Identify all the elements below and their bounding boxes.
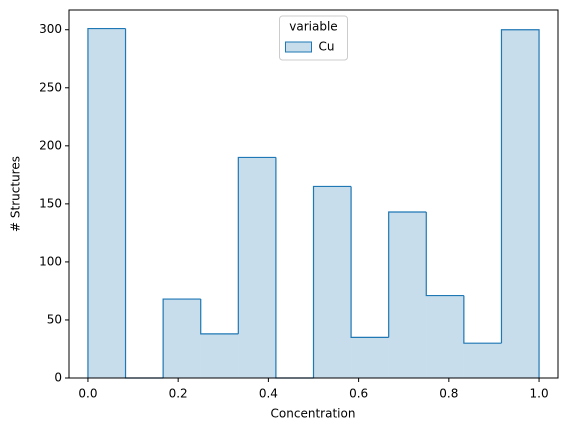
bar xyxy=(388,211,427,378)
bar xyxy=(87,28,126,379)
y-tick-label: 150 xyxy=(39,196,62,210)
bar xyxy=(501,29,540,378)
bar-edge xyxy=(275,157,314,379)
x-tick-label: 0.4 xyxy=(259,387,278,401)
bar-edge xyxy=(237,156,276,334)
bar xyxy=(163,299,201,378)
bar xyxy=(426,295,464,378)
legend-label: Cu xyxy=(319,40,335,54)
y-axis-label: # Structures xyxy=(9,156,23,232)
y-tick-label: 50 xyxy=(47,312,62,326)
x-tick-label: 0.0 xyxy=(78,387,97,401)
bar xyxy=(351,337,389,378)
x-tick-label: 1.0 xyxy=(530,387,549,401)
y-tick-label: 100 xyxy=(39,254,62,268)
bar xyxy=(238,157,276,378)
x-axis-label: Concentration xyxy=(271,407,356,421)
legend-swatch xyxy=(285,41,312,53)
bar-edge xyxy=(124,28,164,379)
bar-edge xyxy=(350,186,389,338)
bar-edge xyxy=(87,27,126,378)
bar-edge xyxy=(463,295,502,344)
bar xyxy=(200,333,239,378)
legend-title: variable xyxy=(289,20,337,34)
bar xyxy=(463,343,502,378)
legend-box xyxy=(279,15,348,61)
bar-edge xyxy=(162,298,201,378)
x-tick-label: 0.6 xyxy=(349,387,368,401)
bar-edge xyxy=(500,29,540,378)
y-tick-label: 200 xyxy=(39,138,62,152)
bar-edge xyxy=(200,299,239,335)
y-tick-label: 0 xyxy=(54,371,62,385)
x-tick-label: 0.2 xyxy=(169,387,188,401)
bar xyxy=(313,186,352,378)
y-tick-label: 300 xyxy=(39,22,62,36)
bar-edge xyxy=(388,211,427,338)
bar-edge xyxy=(312,185,352,378)
bar-edge xyxy=(425,211,464,297)
y-tick-label: 250 xyxy=(39,80,62,94)
x-tick-label: 0.8 xyxy=(439,387,458,401)
axes-frame xyxy=(68,9,559,379)
